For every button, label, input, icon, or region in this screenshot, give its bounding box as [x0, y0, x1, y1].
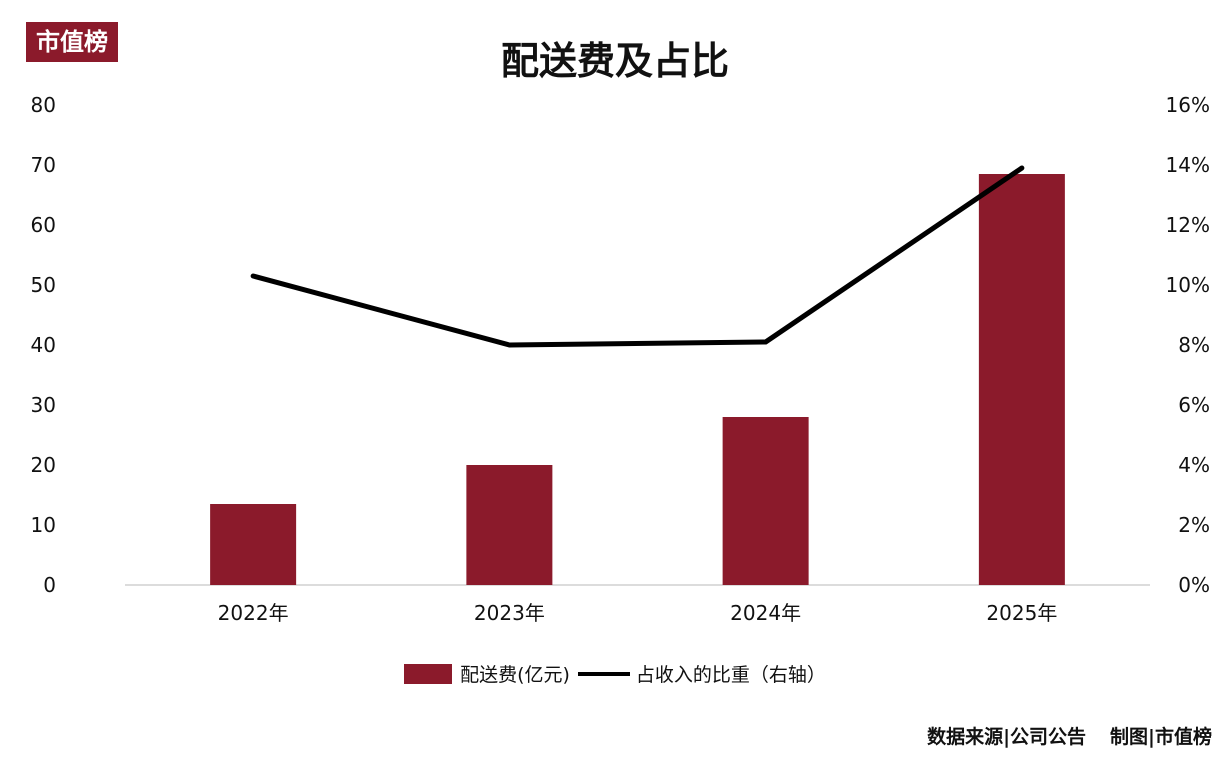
legend-swatch-bar — [404, 663, 453, 684]
maker-label: 制图|市值榜 — [1110, 726, 1212, 748]
right-tick-label: 14% — [1166, 153, 1210, 177]
bar — [466, 465, 553, 585]
left-tick-label: 10 — [31, 513, 56, 537]
legend-label-bar: 配送费(亿元) — [460, 664, 570, 686]
left-tick-label: 40 — [31, 333, 56, 357]
x-tick-label: 2025年 — [986, 601, 1057, 625]
left-tick-label: 30 — [31, 393, 56, 417]
left-tick-label: 20 — [31, 453, 56, 477]
x-tick-label: 2023年 — [474, 601, 545, 625]
bar-series — [210, 174, 1065, 585]
right-tick-label: 16% — [1166, 93, 1210, 117]
left-tick-label: 60 — [31, 213, 56, 237]
brand-logo: 市值榜 — [26, 22, 118, 62]
left-tick-label: 80 — [31, 93, 56, 117]
right-tick-label: 10% — [1166, 273, 1210, 297]
right-tick-label: 8% — [1178, 333, 1210, 357]
legend-swatch-line — [577, 671, 630, 676]
bar — [978, 174, 1065, 585]
legend: 配送费(亿元) 占收入的比重（右轴） — [0, 660, 1230, 687]
bar — [210, 504, 297, 585]
left-tick-label: 0 — [43, 573, 56, 597]
left-axis-ticks: 0 10 20 30 40 50 60 70 80 — [31, 93, 56, 597]
x-tick-label: 2022年 — [218, 601, 289, 625]
left-tick-label: 50 — [31, 273, 56, 297]
ratio-line — [250, 165, 1025, 348]
right-tick-label: 0% — [1178, 573, 1210, 597]
legend-item-line: 占收入的比重（右轴） — [577, 660, 826, 687]
chart-title: 配送费及占比 — [500, 39, 729, 83]
x-axis-labels: 2022年 2023年 2024年 2025年 — [218, 601, 1058, 625]
right-tick-label: 12% — [1166, 213, 1210, 237]
bar — [722, 417, 809, 585]
legend-item-bar: 配送费(亿元) — [404, 660, 570, 687]
right-tick-label: 4% — [1178, 453, 1210, 477]
legend-label-line: 占收入的比重（右轴） — [635, 664, 826, 686]
source-label: 数据来源|公司公告 — [927, 726, 1087, 748]
x-tick-label: 2024年 — [730, 601, 801, 625]
left-tick-label: 70 — [31, 153, 56, 177]
right-tick-label: 2% — [1178, 513, 1210, 537]
right-axis-ticks: 0% 2% 4% 6% 8% 10% 12% 14% 16% — [1166, 93, 1210, 597]
footer-credits: 数据来源|公司公告 制图|市值榜 — [927, 722, 1212, 749]
right-tick-label: 6% — [1178, 393, 1210, 417]
line-series — [250, 165, 1025, 348]
